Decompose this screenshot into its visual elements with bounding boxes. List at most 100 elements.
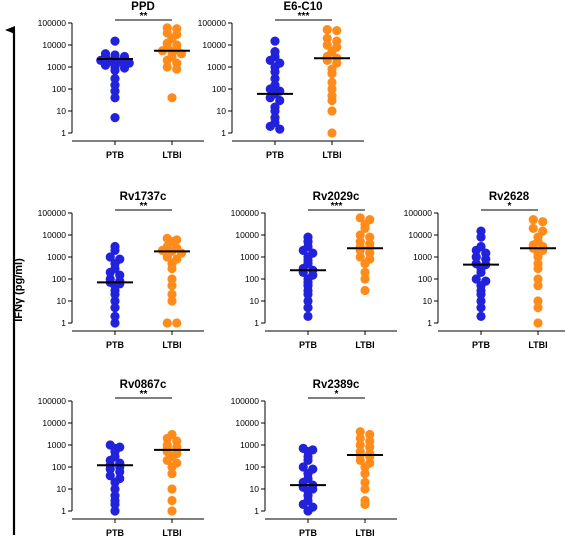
y-tick-label: 10 [250,484,260,494]
significance-label: * [508,201,512,212]
panel-title: Rv1737c [120,191,167,203]
data-point-ptb [298,462,308,472]
data-point-ptb [110,484,120,494]
data-point-ltbi [167,93,177,103]
y-tick-label: 100 [52,274,66,284]
data-point-ltbi [365,232,375,242]
x-tick-label: LTBI [355,340,374,350]
data-point-ptb [270,106,280,116]
x-tick-label: LTBI [528,340,547,350]
panel-rv2389c: Rv2389c 1 10 100 1000 10000 100000 PTB LTBI * [231,379,397,538]
data-point-ptb [265,121,275,131]
data-point-ltbi [355,230,365,240]
data-point-ptb [298,245,308,255]
y-tick-label: 10000 [42,418,66,428]
y-tick-label: 10 [250,296,260,306]
y-tick-label: 10 [57,106,67,116]
panel-title: PPD [131,1,155,13]
panel-rv2628: Rv2628 1 10 100 1000 10000 100000 PTB LTBI * [404,191,565,350]
y-tick-label: 10000 [42,40,66,50]
panel-title: Rv2029c [313,191,360,203]
y-tick-label: 10 [57,484,67,494]
data-point-ptb [303,289,313,299]
data-point-ltbi [162,433,172,443]
data-point-ptb [298,499,308,509]
data-point-ptb [110,506,120,516]
data-point-ltbi [528,215,538,225]
data-point-ltbi [360,469,370,479]
data-point-ltbi [322,25,332,35]
data-point-ptb [471,274,481,284]
y-tick-label: 100 [52,462,66,472]
data-point-ptb [303,455,313,465]
y-tick-label: 100000 [38,208,67,218]
y-tick-label: 1000 [413,252,432,262]
data-point-ptb [110,113,120,123]
data-point-ptb [476,303,486,313]
y-tick-label: 10000 [42,230,66,240]
y-tick-label: 10 [57,296,67,306]
data-point-ptb [105,252,115,262]
y-tick-label: 10000 [235,230,259,240]
y-tick-label: 1000 [240,252,259,262]
x-tick-label: PTB [472,340,491,350]
y-tick-label: 1 [61,128,66,138]
significance-label: * [335,389,339,400]
y-tick-label: 10000 [235,418,259,428]
data-point-ltbi [533,263,543,274]
data-point-ltbi [365,429,375,440]
data-point-ptb [270,73,280,84]
data-point-ltbi [162,55,172,65]
panel-title: Rv2389c [313,379,360,391]
x-tick-label: LTBI [355,528,374,538]
data-point-ltbi [167,263,177,274]
data-point-ltbi [327,84,337,94]
data-point-ptb [110,36,120,46]
data-point-ltbi [167,281,177,291]
data-point-ltbi [167,484,177,494]
y-tick-label: 100 [212,84,226,94]
data-point-ltbi [360,223,370,233]
data-point-ltbi [533,281,543,291]
panel-rv1737c: Rv1737c 1 10 100 1000 10000 100000 PTB LTBI ** [38,191,204,350]
data-point-ptb [471,245,481,255]
data-point-ltbi [322,33,332,43]
panel-title: Rv2628 [489,191,530,203]
x-tick-label: PTB [299,340,318,350]
data-point-ptb [110,245,120,255]
data-point-ltbi [360,462,370,472]
data-point-ltbi [322,55,332,65]
data-point-ptb [110,93,120,103]
data-point-ptb [110,296,120,306]
y-tick-label: 1 [221,128,226,138]
data-point-ptb [275,124,285,134]
y-tick-label: 100 [245,462,259,472]
data-point-ltbi [360,477,370,487]
data-point-ptb [265,93,275,103]
data-point-ltbi [355,433,365,443]
data-point-ptb [105,267,115,277]
significance-label: ** [140,201,148,212]
data-point-ltbi [167,506,177,516]
data-point-ptb [265,55,275,65]
data-point-ptb [303,311,313,321]
y-tick-label: 10 [423,296,433,306]
data-point-ptb [303,303,313,313]
data-point-ltbi [332,26,342,36]
panel-title: E6-C10 [284,1,323,13]
data-point-ltbi [533,318,543,328]
y-tick-label: 1000 [207,62,226,72]
data-point-ptb [275,95,285,106]
y-tick-label: 100000 [38,18,67,28]
data-point-ptb [115,467,125,477]
data-point-ptb [110,318,120,328]
y-tick-label: 100000 [231,396,260,406]
data-point-ltbi [167,274,177,284]
data-point-ltbi [355,440,365,450]
data-point-ptb [110,86,120,96]
y-tick-label: 10000 [408,230,432,240]
data-point-ltbi [360,267,370,277]
data-point-ltbi [327,106,337,116]
y-tick-label: 1000 [47,62,66,72]
data-point-ptb [303,296,313,306]
